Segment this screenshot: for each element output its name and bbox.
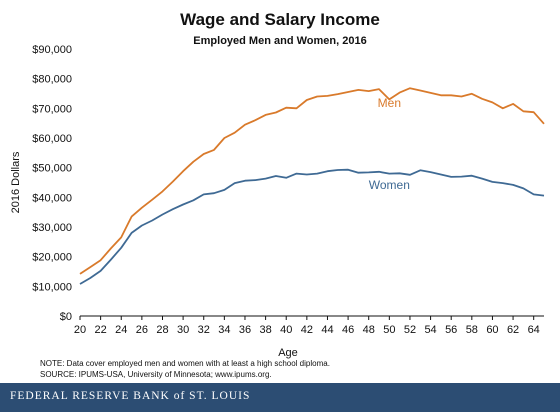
y-tick-label: $90,000 [32,44,72,56]
series-label-women: Women [369,178,410,192]
note-text: NOTE: Data cover employed men and women … [40,359,330,368]
x-tick-label: 34 [218,324,230,336]
line-chart: $0 $10,000 $20,000 $30,000 $40,000 $50,000 $60… [10,44,545,359]
y-tick-label: $0 [60,311,72,323]
x-tick-label: 62 [507,324,519,336]
x-tick-label: 40 [280,324,292,336]
y-tick-label: $60,000 [32,133,72,145]
x-tick-label: 50 [383,324,395,336]
y-axis-label: 2016 Dollars [10,151,22,213]
x-tick-label: 60 [486,324,498,336]
x-tick-label: 56 [445,324,457,336]
y-tick-label: $70,000 [32,103,72,115]
x-tick-label: 30 [177,324,189,336]
x-tick-label: 26 [136,324,148,336]
y-tick-label: $50,000 [32,163,72,175]
x-tick-label: 32 [198,324,210,336]
x-tick-label: 22 [94,324,106,336]
x-tick-label: 42 [301,324,313,336]
y-tick-label: $80,000 [32,74,72,86]
chart-title: Wage and Salary Income [180,10,380,29]
source-text: SOURCE: IPUMS-USA, University of Minneso… [40,370,272,379]
series-line-men [79,87,545,275]
x-axis-label: Age [278,347,298,359]
x-tick-label: 44 [321,324,333,336]
x-tick-label: 48 [363,324,375,336]
series-line-women [79,168,545,285]
x-tick-label: 38 [259,324,271,336]
x-tick-label: 28 [156,324,168,336]
x-tick-label: 36 [239,324,251,336]
chart-subtitle: Employed Men and Women, 2016 [193,35,367,47]
x-tick-label: 46 [342,324,354,336]
y-tick-label: $30,000 [32,222,72,234]
x-tick-label: 58 [466,324,478,336]
x-tick-label: 54 [424,324,436,336]
series-label-men: Men [378,96,401,110]
x-tick-label: 20 [74,324,86,336]
y-tick-label: $20,000 [32,252,72,264]
x-tick-label: 64 [528,324,540,336]
y-tick-label: $10,000 [32,281,72,293]
fed-logo-text: FEDERAL RESERVE BANK of ST. LOUIS [10,390,251,402]
y-tick-label: $40,000 [32,192,72,204]
footer-bar: FEDERAL RESERVE BANK of ST. LOUIS [0,383,560,412]
x-tick-label: 24 [115,324,127,336]
x-tick-label: 52 [404,324,416,336]
